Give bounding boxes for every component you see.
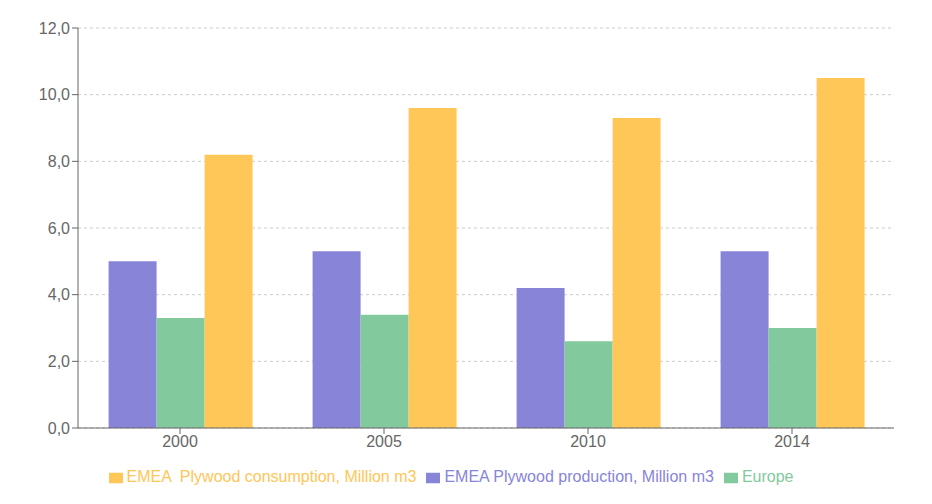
svg-text:10,0: 10,0 <box>39 86 70 103</box>
svg-text:2014: 2014 <box>774 433 810 450</box>
svg-text:2005: 2005 <box>366 433 402 450</box>
svg-text:2010: 2010 <box>570 433 606 450</box>
svg-text:2,0: 2,0 <box>48 353 70 370</box>
svg-text:6,0: 6,0 <box>48 220 70 237</box>
svg-text:4,0: 4,0 <box>48 286 70 303</box>
svg-text:12,0: 12,0 <box>39 20 70 37</box>
svg-text:0,0: 0,0 <box>48 420 70 437</box>
html-text:Europe: Europe <box>741 468 794 485</box>
svg-text:2000: 2000 <box>162 433 198 450</box>
html-text:EMEA Plywood production, Milli: EMEA Plywood production, Million m3 <box>444 468 714 485</box>
html-text:EMEA Plywood consumption, Mill: EMEA Plywood consumption, Million m3 <box>126 468 417 485</box>
svg-text:8,0: 8,0 <box>48 153 70 170</box>
